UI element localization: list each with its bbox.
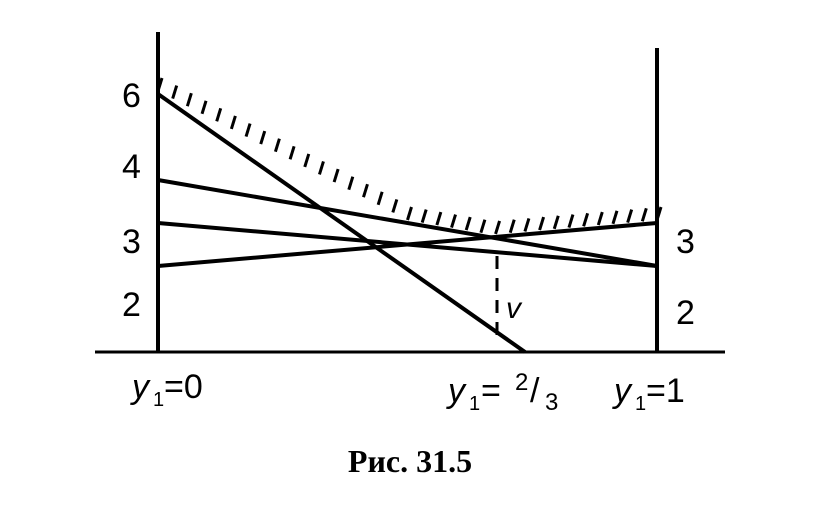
hatch-mark [626,209,634,223]
hatch-mark [391,198,399,213]
svg-text:3: 3 [545,389,558,416]
svg-text:1: 1 [469,393,480,415]
left-tick-6: 6 [122,77,141,115]
hatch-mark [435,211,443,226]
hatch-mark [567,214,575,229]
hatch-mark [655,206,663,221]
hatch-mark [464,216,472,231]
figure-caption: Рис. 31.5 [348,443,472,479]
svg-text:1: 1 [635,393,646,415]
hatch-mark [171,85,179,100]
hatch-mark [156,77,164,92]
svg-text:=1: =1 [646,372,685,410]
hatch-mark [611,210,619,225]
hatch-mark [479,219,487,234]
hatch-mark [376,191,384,206]
hatch-mark [508,219,516,234]
hatch-mark [259,130,267,145]
hatch-mark [538,216,546,231]
svg-text:=0: =0 [164,368,203,406]
left-tick-3: 3 [122,223,141,261]
svg-text:y: y [130,368,151,406]
hatch-mark [303,153,311,168]
hatch-mark [200,100,208,115]
envelope-hatching [156,77,663,235]
hatch-mark [582,212,590,227]
line-2-to-3 [157,221,658,268]
hatch-mark [347,176,355,191]
hatch-mark [288,145,296,160]
hatch-mark [185,92,193,107]
hatch-mark [362,183,369,198]
right-tick-2: 2 [676,294,695,332]
svg-text:/: / [530,372,540,410]
hatch-mark [215,107,223,122]
left-tick-4: 4 [122,148,141,186]
line-6-to-0 [156,92,527,354]
hatch-mark [552,215,560,230]
hatch-mark [523,217,531,232]
hatch-mark [318,161,325,175]
svg-text:=: = [481,372,501,410]
svg-text:y: y [612,372,633,410]
svg-text:y: y [446,372,467,410]
x-label-left: y 1 =0 [130,368,203,411]
right-tick-3: 3 [676,223,695,261]
hatch-mark [420,209,428,223]
hatch-mark [450,214,457,229]
hatch-mark [244,123,252,137]
left-tick-2: 2 [122,286,141,324]
x-label-mid: y 1 = 2 / 3 [446,369,558,416]
hatch-mark [332,168,340,183]
hatch-mark [640,207,648,222]
line-4-to-2 [157,178,658,268]
hatch-mark [406,206,413,221]
value-label: v [506,292,523,325]
svg-text:2: 2 [515,369,528,396]
lines-group [156,92,658,354]
svg-text:1: 1 [153,389,164,411]
x-label-right: y 1 =1 [612,372,685,415]
hatch-mark [273,138,281,153]
hatch-mark [494,220,501,235]
hatch-mark [596,211,604,226]
hatch-mark [229,115,237,130]
